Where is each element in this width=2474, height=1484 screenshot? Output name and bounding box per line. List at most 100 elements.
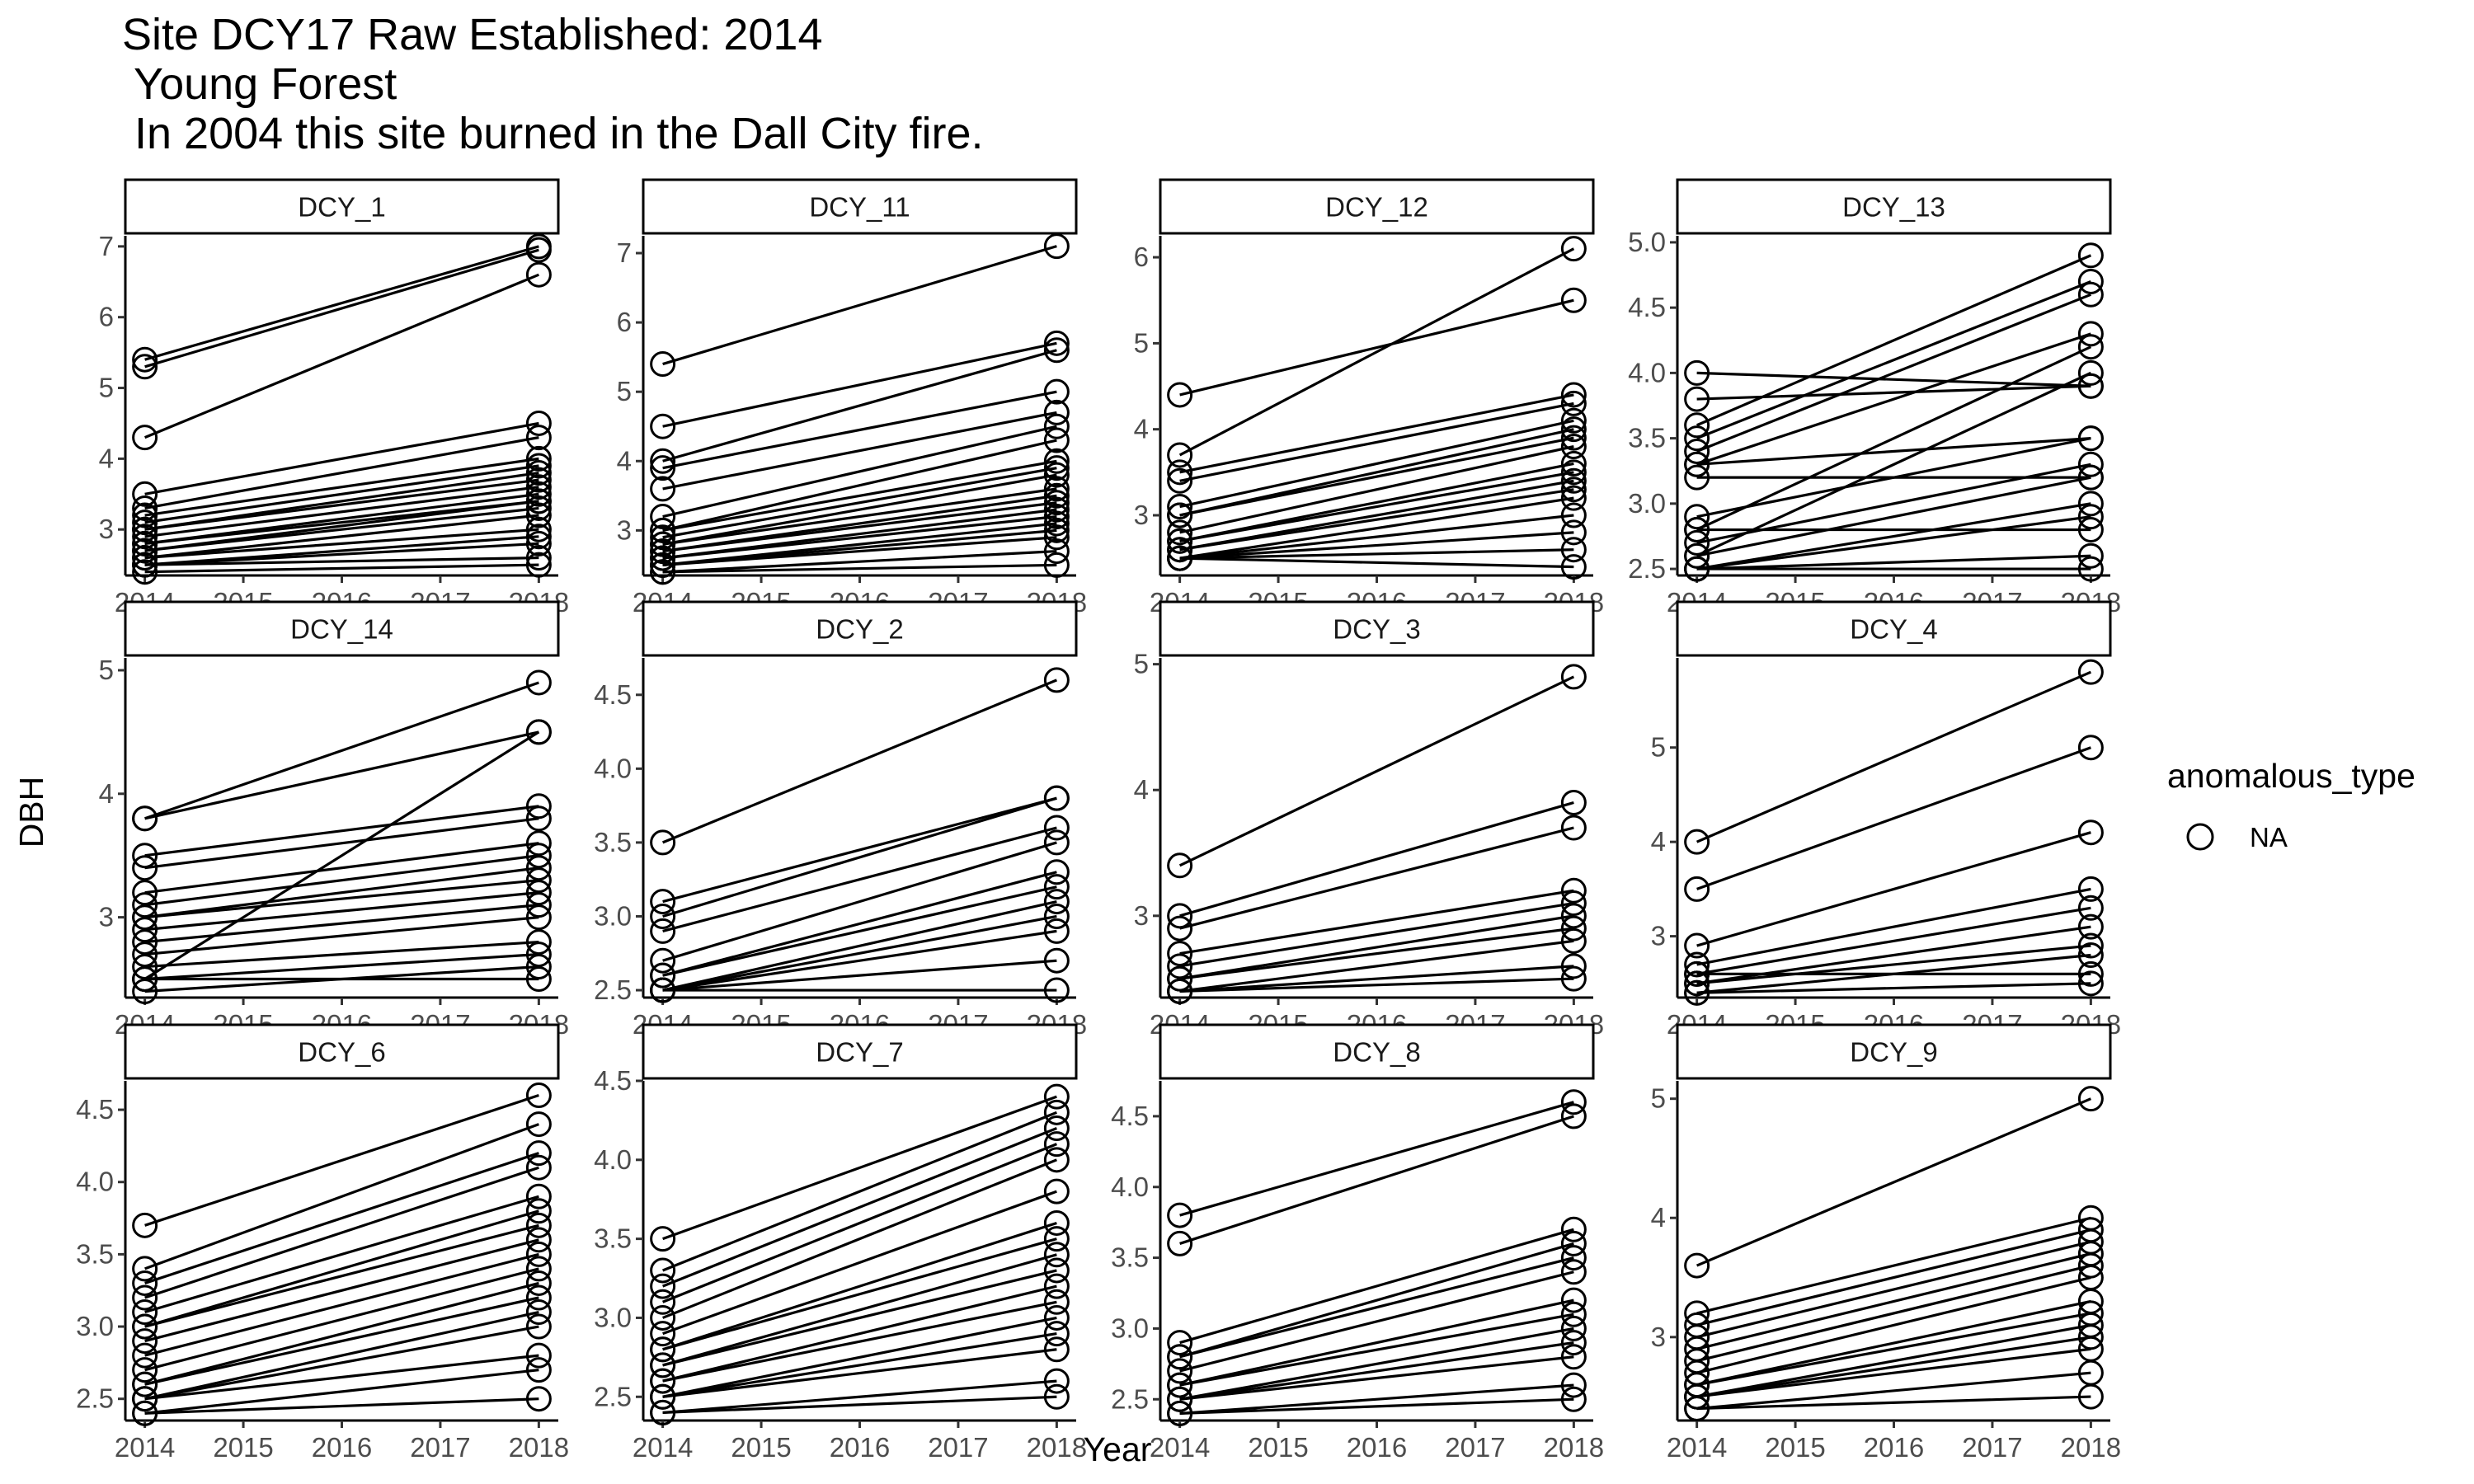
tree-dbh-line <box>662 1300 1057 1383</box>
y-tick-label: 2.5 <box>1628 553 1666 584</box>
data-point-2014 <box>1684 438 1710 464</box>
data-point-2018 <box>2077 913 2104 940</box>
tree-dbh-line <box>144 528 539 560</box>
data-point-2014 <box>132 502 158 528</box>
data-point-2018 <box>1043 1147 1070 1173</box>
tree-dbh-line <box>1696 1312 2091 1387</box>
data-point-2014 <box>1167 442 1193 468</box>
facet-strip <box>642 1023 1078 1080</box>
data-point-2018 <box>1043 1209 1070 1236</box>
facet-strip <box>124 178 560 235</box>
data-point-2014 <box>1167 545 1193 571</box>
data-point-2018 <box>1043 1178 1070 1205</box>
x-tick-label: 2016 <box>1864 1432 1924 1463</box>
data-point-2018 <box>1043 413 1070 439</box>
data-point-2014 <box>1684 556 1710 582</box>
tree-dbh-line <box>144 1397 539 1415</box>
tree-dbh-line <box>662 439 1057 532</box>
data-point-2014 <box>650 1273 676 1299</box>
data-point-2018 <box>2077 373 2104 399</box>
tree-dbh-line <box>1179 471 1574 542</box>
facet-panel-dcy-4: DCY_434520142015201620172018 <box>1651 600 2121 1040</box>
data-point-2014 <box>1684 876 1710 902</box>
data-point-2014 <box>132 805 158 832</box>
data-point-2014 <box>650 1304 676 1331</box>
data-point-2014 <box>1684 932 1710 959</box>
data-point-2014 <box>650 504 676 530</box>
data-point-2018 <box>1043 1242 1070 1268</box>
tree-dbh-line <box>144 1267 539 1372</box>
y-tick-label: 3.5 <box>1111 1242 1149 1273</box>
tree-dbh-line <box>662 679 1057 844</box>
data-point-2018 <box>525 467 552 493</box>
tree-dbh-line <box>144 1094 539 1227</box>
data-point-2018 <box>2077 451 2104 477</box>
data-point-2014 <box>132 530 158 556</box>
y-tick-label: 4.5 <box>76 1094 114 1125</box>
data-point-2018 <box>1560 1372 1587 1398</box>
data-point-2018 <box>1560 236 1587 262</box>
tree-dbh-line <box>1178 675 1575 867</box>
data-point-2018 <box>525 867 552 894</box>
data-point-2018 <box>525 1284 552 1311</box>
tree-dbh-line <box>662 349 1057 463</box>
data-point-2014 <box>1684 829 1710 855</box>
data-point-2014 <box>132 1357 158 1383</box>
tree-dbh-line <box>1179 514 1574 560</box>
data-point-2014 <box>132 552 158 578</box>
data-point-2018 <box>2077 321 2104 347</box>
tree-dbh-line <box>1696 437 2091 466</box>
y-tick-label: 6 <box>99 302 114 332</box>
tree-dbh-line <box>662 1379 1057 1415</box>
data-point-2018 <box>1560 502 1587 528</box>
tree-dbh-line <box>662 1095 1057 1241</box>
data-point-2014 <box>132 1313 158 1340</box>
tree-dbh-line <box>1696 345 2092 531</box>
data-point-2018 <box>525 1299 552 1326</box>
tree-dbh-line <box>1696 1252 2091 1350</box>
tree-dbh-line <box>144 817 539 870</box>
chart-title-line-3: In 2004 this site burned in the Dall Cit… <box>122 109 984 158</box>
data-point-2018 <box>1043 504 1070 530</box>
data-point-2018 <box>2077 517 2104 543</box>
data-point-2014 <box>132 855 158 881</box>
data-point-2014 <box>132 1299 158 1326</box>
data-point-2014 <box>132 510 158 536</box>
tree-dbh-line <box>144 464 539 524</box>
data-point-2018 <box>2077 464 2104 491</box>
tree-dbh-line <box>1696 1371 2091 1411</box>
facet-strip <box>642 600 1078 657</box>
data-point-2014 <box>650 1257 676 1284</box>
data-point-2018 <box>2077 942 2104 968</box>
data-point-2018 <box>1560 928 1587 954</box>
data-point-2018 <box>525 1342 552 1369</box>
data-point-2018 <box>1043 496 1070 523</box>
data-point-2014 <box>132 954 158 980</box>
data-point-2018 <box>1560 903 1587 929</box>
tree-dbh-line <box>1179 1327 1574 1401</box>
facet-strip-label: DCY_1 <box>298 192 385 223</box>
data-point-2014 <box>650 947 676 974</box>
tree-dbh-line <box>662 341 1057 428</box>
data-point-2018 <box>1560 953 1587 979</box>
data-point-2018 <box>525 524 552 550</box>
data-point-2018 <box>1043 490 1070 516</box>
data-point-2014 <box>132 1256 158 1282</box>
data-point-2018 <box>1043 1257 1070 1284</box>
data-point-2018 <box>2077 735 2104 761</box>
y-tick-label: 5 <box>617 376 632 406</box>
y-tick-label: 4.5 <box>1628 292 1666 322</box>
facet-strip <box>1676 600 2112 657</box>
data-point-2018 <box>525 904 552 931</box>
data-point-2018 <box>1043 1304 1070 1331</box>
data-point-2018 <box>1560 1259 1587 1285</box>
data-point-2018 <box>1043 1289 1070 1315</box>
data-point-2018 <box>1043 667 1070 693</box>
data-point-2014 <box>650 918 676 944</box>
data-point-2018 <box>525 793 552 819</box>
tree-dbh-line <box>662 841 1057 962</box>
facet-strip-label: DCY_7 <box>816 1037 903 1068</box>
y-tick-label: 4.0 <box>76 1167 114 1197</box>
tree-dbh-line <box>144 681 539 820</box>
y-tick-label: 4 <box>1651 1202 1666 1233</box>
